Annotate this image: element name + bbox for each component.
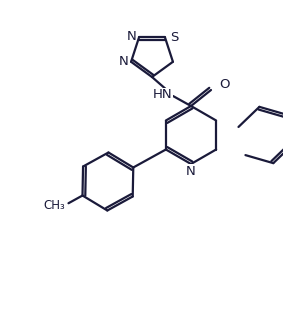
- Text: O: O: [219, 79, 230, 91]
- Text: N: N: [126, 30, 136, 43]
- Text: HN: HN: [153, 88, 173, 100]
- Text: N: N: [118, 55, 128, 68]
- Text: N: N: [186, 165, 196, 178]
- Text: S: S: [170, 31, 178, 44]
- Text: CH₃: CH₃: [43, 199, 65, 212]
